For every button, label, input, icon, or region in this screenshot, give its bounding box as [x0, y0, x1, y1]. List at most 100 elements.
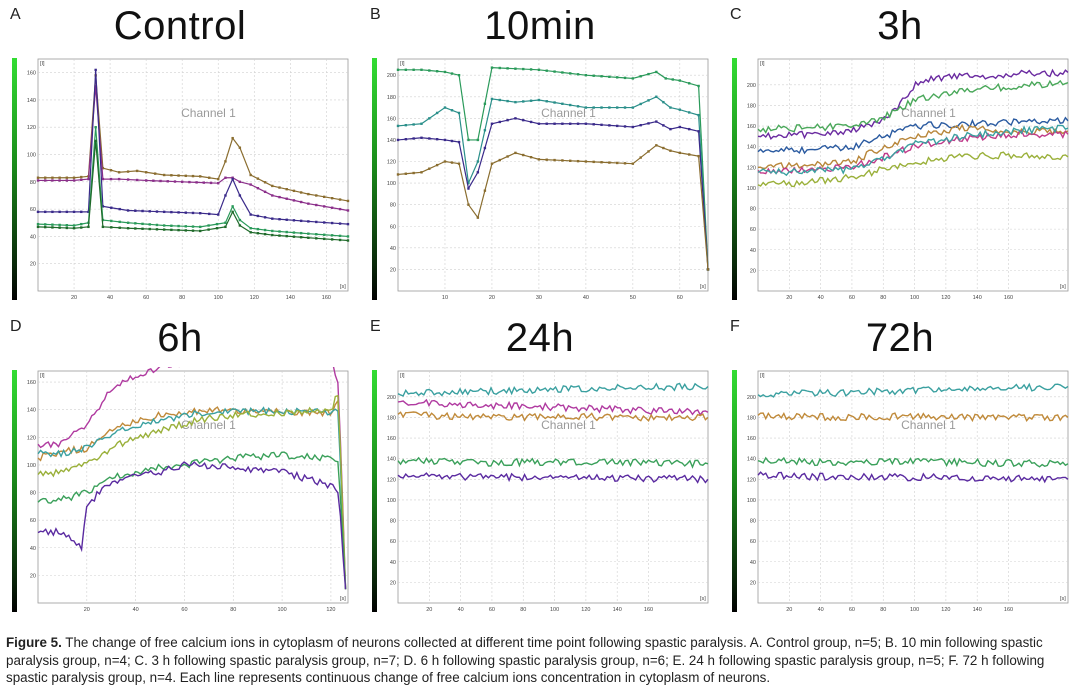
- y-tick-label: 160: [387, 116, 396, 122]
- x-tick-label: 100: [214, 295, 223, 301]
- data-point: [514, 100, 517, 104]
- y-tick-label: 180: [747, 103, 756, 109]
- data-point: [688, 111, 691, 114]
- data-point: [592, 160, 595, 164]
- data-point: [231, 210, 234, 214]
- data-point: [110, 226, 113, 229]
- data-point: [87, 210, 90, 214]
- x-tick-label: 120: [941, 607, 950, 613]
- data-point: [584, 73, 588, 77]
- data-point: [51, 226, 54, 229]
- data-point: [522, 67, 525, 71]
- data-point: [285, 187, 288, 191]
- data-point: [36, 176, 40, 179]
- data-point: [664, 77, 667, 80]
- data-point: [162, 210, 166, 214]
- data-point: [647, 122, 650, 125]
- data-point: [58, 226, 61, 229]
- panel-title: 24h: [505, 316, 575, 360]
- data-point: [457, 73, 461, 77]
- data-point: [299, 231, 303, 235]
- data-point: [72, 179, 76, 182]
- data-point: [662, 124, 665, 127]
- data-point: [420, 171, 423, 174]
- series-line: [397, 398, 709, 417]
- data-point: [315, 203, 318, 207]
- data-point: [191, 229, 195, 232]
- data-point: [522, 100, 525, 103]
- series-line: [757, 116, 1069, 155]
- data-point: [109, 177, 113, 181]
- data-point: [278, 186, 281, 189]
- data-point: [615, 76, 619, 79]
- y-tick-label: 120: [747, 165, 756, 171]
- data-point: [412, 68, 415, 71]
- x-tick-label: 60: [143, 295, 149, 301]
- data-point: [545, 69, 548, 72]
- data-point: [561, 159, 564, 162]
- y-tick-label: 40: [30, 546, 36, 552]
- data-point: [184, 211, 187, 214]
- data-point: [126, 178, 130, 181]
- data-point: [623, 162, 627, 165]
- data-point: [184, 174, 187, 178]
- data-point: [662, 100, 665, 104]
- data-point: [639, 123, 642, 127]
- data-point: [467, 181, 470, 185]
- data-point: [608, 161, 611, 164]
- data-point: [285, 218, 288, 221]
- data-point: [191, 225, 195, 228]
- data-point: [545, 122, 548, 125]
- data-point: [238, 218, 242, 222]
- data-point: [224, 194, 227, 197]
- x-tick-label: 40: [133, 607, 139, 613]
- x-tick-label: 100: [910, 295, 919, 301]
- data-point: [118, 207, 121, 211]
- caption-label: Figure 5.: [6, 635, 62, 650]
- data-point: [315, 194, 318, 197]
- x-tick-label: 80: [520, 607, 526, 613]
- data-point: [443, 106, 447, 109]
- data-point: [483, 146, 487, 150]
- data-point: [249, 183, 252, 186]
- data-point: [307, 236, 310, 239]
- data-point: [144, 179, 148, 182]
- x-tick-label: 20: [489, 295, 495, 301]
- panel-letter: F: [730, 318, 740, 335]
- data-point: [65, 179, 69, 182]
- data-point: [51, 176, 54, 179]
- data-point: [44, 179, 47, 182]
- data-point: [608, 124, 611, 127]
- channel-annotation: Channel 1: [901, 418, 956, 432]
- y-tick-label: 180: [387, 415, 396, 421]
- data-point: [224, 225, 227, 229]
- data-point: [238, 180, 242, 184]
- data-point: [435, 163, 439, 167]
- x-tick-label: 80: [230, 607, 236, 613]
- intensity-color-bar: [372, 370, 377, 612]
- data-point: [118, 226, 121, 229]
- caption-text: The change of free calcium ions in cytop…: [6, 635, 1045, 685]
- data-point: [592, 123, 595, 126]
- data-point: [134, 227, 137, 230]
- data-point: [537, 68, 541, 71]
- intensity-color-bar: [732, 370, 737, 612]
- data-point: [307, 202, 310, 205]
- data-point: [180, 180, 184, 184]
- data-point: [522, 153, 525, 157]
- y-unit-label: [I]: [400, 373, 405, 379]
- data-point: [58, 210, 61, 214]
- data-point: [199, 225, 202, 229]
- data-point: [153, 172, 157, 175]
- chart-panel-f: F 72h 20 40 60 80 100 120 140 160 180 200 20 40 60 80 10…: [720, 312, 1080, 632]
- x-unit-label: [s]: [1060, 596, 1066, 602]
- y-tick-label: 60: [750, 227, 756, 233]
- data-point: [224, 176, 227, 179]
- x-tick-label: 160: [644, 607, 653, 613]
- intensity-color-bar: [12, 58, 17, 300]
- x-tick-label: 20: [786, 607, 792, 613]
- data-point: [292, 189, 296, 193]
- series-line: [37, 451, 347, 590]
- data-point: [256, 186, 260, 190]
- x-unit-label: [s]: [700, 284, 706, 290]
